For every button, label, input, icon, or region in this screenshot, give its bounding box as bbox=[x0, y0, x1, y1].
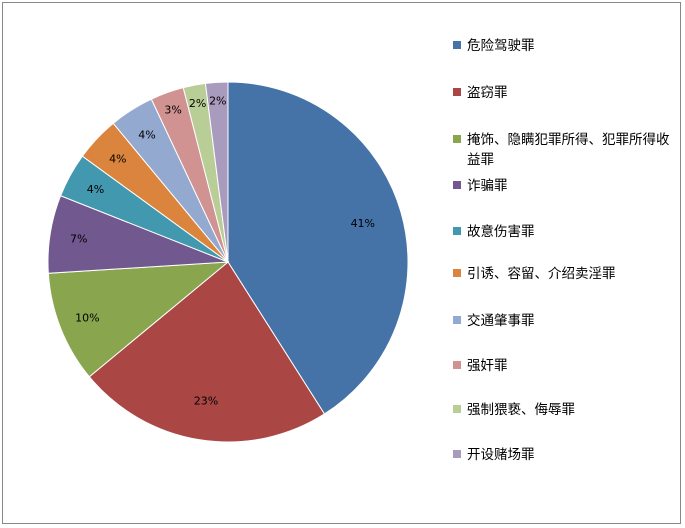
legend-item-5: 故意伤害罪 bbox=[453, 222, 677, 242]
legend-swatch-8 bbox=[453, 361, 461, 369]
legend-label-10: 开设赌场罪 bbox=[467, 447, 535, 463]
legend-item-6: 引诱、容留、介绍卖淫罪 bbox=[453, 264, 677, 284]
data-label-1: 41% bbox=[351, 217, 375, 230]
legend-label-8: 强奸罪 bbox=[467, 358, 508, 374]
data-label-4: 7% bbox=[70, 232, 87, 245]
legend-label-5: 故意伤害罪 bbox=[467, 224, 535, 240]
legend-item-9: 强制猥亵、侮辱罪 bbox=[453, 400, 677, 420]
pie-slice-10 bbox=[204, 81, 229, 263]
legend-swatch-6 bbox=[453, 269, 461, 277]
legend-item-1: 危险驾驶罪 bbox=[453, 36, 677, 56]
legend-swatch-10 bbox=[453, 450, 461, 458]
legend-label-1: 危险驾驶罪 bbox=[467, 38, 535, 54]
data-label-10: 2% bbox=[209, 94, 226, 107]
pie-slice-1 bbox=[227, 81, 409, 415]
legend-label-6: 引诱、容留、介绍卖淫罪 bbox=[467, 266, 616, 282]
legend-label-3: 掩饰、隐瞒犯罪所得、犯罪所得收益罪 bbox=[467, 132, 670, 168]
pie-slice-2 bbox=[88, 261, 326, 443]
legend-label-4: 诈骗罪 bbox=[467, 178, 508, 194]
data-label-8: 3% bbox=[164, 104, 181, 117]
legend-label-2: 盗窃罪 bbox=[467, 85, 508, 101]
legend-swatch-3 bbox=[453, 135, 461, 143]
data-label-9: 2% bbox=[189, 97, 206, 110]
legend-swatch-5 bbox=[453, 227, 461, 235]
pie-slice-3 bbox=[47, 261, 230, 378]
legend-item-3: 掩饰、隐瞒犯罪所得、犯罪所得收益罪 bbox=[453, 130, 677, 170]
legend-item-4: 诈骗罪 bbox=[453, 176, 677, 196]
legend-swatch-1 bbox=[453, 41, 461, 49]
legend-label-9: 强制猥亵、侮辱罪 bbox=[467, 402, 575, 418]
legend-label-7: 交通肇事罪 bbox=[467, 313, 535, 329]
legend-swatch-9 bbox=[453, 405, 461, 413]
data-label-6: 4% bbox=[109, 153, 126, 166]
data-label-7: 4% bbox=[138, 128, 155, 141]
legend-swatch-7 bbox=[453, 316, 461, 324]
legend-item-2: 盗窃罪 bbox=[453, 83, 677, 103]
legend-item-8: 强奸罪 bbox=[453, 356, 677, 376]
data-label-3: 10% bbox=[75, 312, 99, 325]
legend-swatch-2 bbox=[453, 88, 461, 96]
legend-swatch-4 bbox=[453, 181, 461, 189]
legend-item-10: 开设赌场罪 bbox=[453, 445, 677, 465]
data-label-2: 23% bbox=[194, 395, 218, 408]
legend-item-7: 交通肇事罪 bbox=[453, 311, 677, 331]
data-label-5: 4% bbox=[87, 183, 104, 196]
